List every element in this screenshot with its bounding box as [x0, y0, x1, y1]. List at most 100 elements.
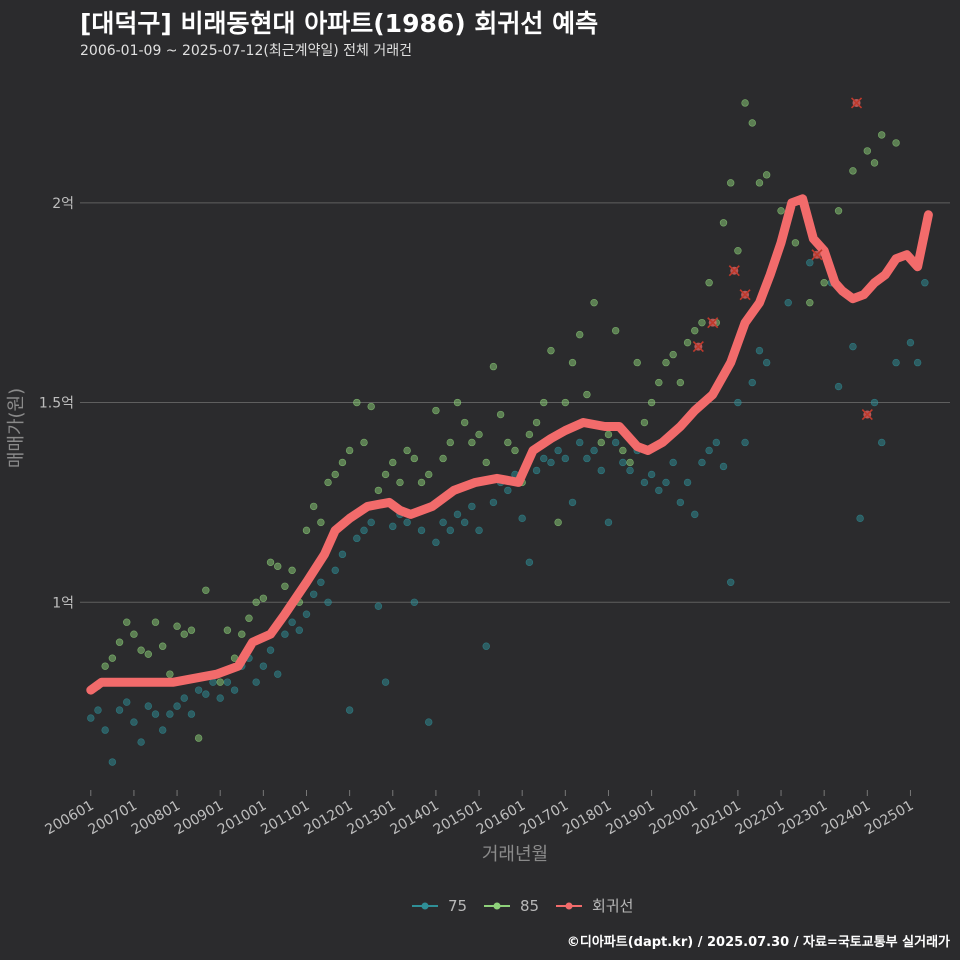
y-axis-ticks: 1억 1.5억 2억	[39, 196, 74, 611]
point-75	[101, 726, 109, 734]
point-75	[123, 698, 131, 706]
legend-item-85: 85	[484, 897, 539, 915]
point-75	[554, 446, 562, 455]
point-85	[532, 418, 541, 427]
point-85	[410, 454, 419, 463]
point-75	[324, 598, 332, 606]
point-75	[266, 646, 275, 654]
point-85	[259, 594, 268, 602]
point-75	[194, 686, 203, 694]
point-85	[540, 398, 548, 407]
point-75	[453, 510, 462, 519]
point-85	[374, 486, 383, 495]
point-75	[144, 702, 153, 710]
point-75	[547, 458, 555, 467]
point-85	[525, 430, 534, 439]
point-85	[274, 562, 282, 571]
point-75	[202, 690, 210, 698]
point-85	[676, 378, 685, 387]
point-85	[791, 239, 800, 247]
point-75	[338, 550, 347, 559]
x-tick-label: 201201	[301, 798, 355, 839]
point-85	[202, 586, 210, 594]
x-tick-label: 200701	[86, 798, 140, 839]
point-85	[576, 330, 584, 339]
x-tick-label: 201701	[517, 798, 571, 839]
point-85	[115, 638, 124, 646]
point-75	[590, 446, 598, 455]
x-tick-label: 202101	[690, 798, 744, 839]
point-75	[317, 578, 325, 586]
point-85	[892, 139, 900, 147]
legend-item-75: 75	[412, 897, 467, 915]
point-85	[158, 642, 167, 650]
point-75	[655, 486, 663, 495]
point-85	[460, 418, 469, 427]
point-85	[626, 458, 634, 467]
x-tick-label: 200601	[42, 798, 96, 839]
point-85	[123, 618, 131, 626]
x-tick-label: 201801	[560, 798, 614, 839]
point-85	[288, 566, 296, 575]
point-75	[741, 438, 749, 447]
point-85	[439, 454, 447, 463]
point-75	[856, 514, 864, 523]
point-75	[446, 526, 454, 535]
legend-label: 회귀선	[592, 897, 633, 915]
regression-line-layer	[86, 194, 933, 695]
point-75	[662, 478, 670, 487]
point-75	[360, 526, 368, 535]
point-75	[877, 438, 886, 447]
point-85	[281, 582, 289, 590]
point-85	[223, 626, 232, 634]
point-85	[425, 470, 433, 479]
x-tick-label: 201601	[474, 798, 528, 839]
point-85	[367, 402, 375, 411]
point-85	[877, 131, 886, 139]
point-85	[698, 318, 706, 327]
point-75	[94, 706, 102, 714]
point-85	[806, 298, 814, 307]
y-axis-title: 매매가(원)	[6, 388, 27, 468]
outlier-marker	[707, 317, 719, 329]
point-75	[389, 522, 397, 531]
point-85	[583, 390, 591, 399]
point-75	[892, 358, 900, 367]
point-85	[166, 670, 174, 678]
point-75	[626, 466, 634, 475]
point-85	[820, 279, 828, 287]
point-85	[870, 159, 879, 167]
point-75	[173, 702, 181, 710]
x-tick-label: 201901	[603, 798, 657, 839]
point-75	[834, 382, 843, 391]
point-85	[611, 326, 620, 335]
point-75	[158, 726, 167, 734]
point-75	[403, 518, 411, 527]
source-caption: ©디아파트(dapt.kr) / 2025.07.30 / 자료=국토교통부 실…	[566, 935, 950, 950]
point-75	[309, 590, 318, 598]
point-75	[705, 446, 713, 455]
regression-line	[86, 194, 933, 695]
point-85	[655, 378, 663, 387]
x-tick-label: 202201	[733, 798, 787, 839]
point-75	[381, 678, 390, 686]
x-tick-label: 201401	[388, 798, 442, 839]
x-axis-title: 거래년월	[482, 844, 548, 865]
point-75	[302, 610, 311, 618]
point-75	[460, 518, 469, 527]
point-75	[806, 259, 814, 267]
point-85	[338, 458, 347, 467]
point-85	[353, 398, 361, 407]
point-75	[561, 454, 570, 463]
point-75	[187, 710, 196, 718]
point-85	[238, 630, 246, 638]
point-75	[762, 358, 771, 367]
point-75	[425, 718, 433, 726]
point-75	[755, 346, 764, 355]
x-axis-ticks: 2006012007012008012009012010012011012012…	[42, 790, 916, 838]
y-tick-label: 1억	[52, 595, 74, 611]
point-75	[583, 454, 591, 463]
point-75	[906, 338, 915, 347]
point-85	[662, 358, 670, 367]
marked-points	[692, 97, 873, 421]
